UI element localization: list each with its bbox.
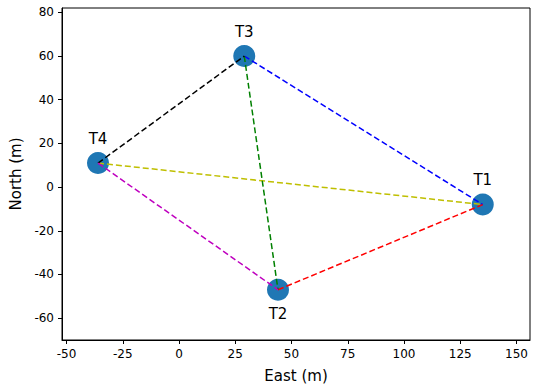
svg-text:25: 25 [228, 347, 243, 361]
svg-text:20: 20 [39, 136, 54, 150]
svg-text:East (m): East (m) [264, 367, 327, 385]
svg-text:-60: -60 [34, 311, 54, 325]
svg-text:-50: -50 [57, 347, 77, 361]
svg-text:-25: -25 [113, 347, 133, 361]
svg-text:-20: -20 [34, 224, 54, 238]
svg-text:40: 40 [39, 93, 54, 107]
svg-text:80: 80 [39, 5, 54, 19]
svg-text:T3: T3 [234, 23, 254, 41]
svg-text:North (m): North (m) [7, 137, 25, 210]
svg-text:60: 60 [39, 49, 54, 63]
svg-text:0: 0 [175, 347, 183, 361]
svg-text:T4: T4 [88, 130, 108, 148]
svg-text:125: 125 [449, 347, 472, 361]
svg-text:75: 75 [340, 347, 355, 361]
svg-text:50: 50 [284, 347, 299, 361]
svg-text:0: 0 [46, 180, 54, 194]
svg-text:T1: T1 [472, 171, 492, 189]
svg-text:T2: T2 [268, 305, 288, 323]
svg-text:-40: -40 [34, 267, 54, 281]
svg-text:150: 150 [505, 347, 528, 361]
svg-text:100: 100 [393, 347, 416, 361]
